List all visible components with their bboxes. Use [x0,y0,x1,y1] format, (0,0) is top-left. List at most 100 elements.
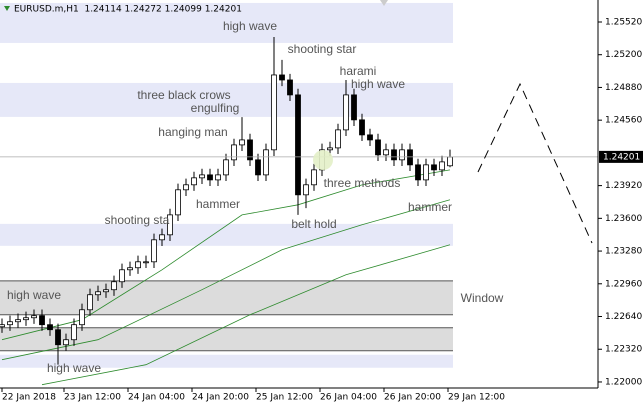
candle-body [335,129,341,149]
annotation: harami [340,64,377,78]
candle-body [239,139,245,146]
annotation: high wave [223,19,277,33]
zone [0,2,453,43]
highlight [313,150,333,170]
candle-body [447,156,453,167]
shift-marker [380,0,388,6]
candle-body [191,177,197,186]
candle-body [311,169,317,186]
candle-body [247,139,253,161]
price-box [599,150,643,163]
annotation: belt hold [291,217,336,231]
candle-body [23,317,29,321]
candle-body [0,324,5,328]
y-tick-label: 1.22640 [605,312,642,322]
candle-body [295,94,301,196]
candle-body [135,261,141,269]
price-label: 1.24201 [603,152,640,162]
zone [0,354,453,368]
candle-body [375,139,381,156]
y-tick-label: 1.22000 [605,377,642,387]
zone [0,327,453,351]
candle-body [95,291,101,296]
zones [0,2,453,368]
candle-body [263,149,269,176]
symbol-icon [4,6,10,11]
candle-body [159,234,165,241]
candle-body [15,319,21,323]
candle-body [423,164,429,181]
annotation: hammer [408,200,452,214]
candle-body [175,189,181,216]
chart-title: EURUSD.m,H1 1.24114 1.24272 1.24099 1.24… [14,5,242,15]
x-tick-label: 24 Jan 04:00 [128,393,185,403]
x-tick-label: 25 Jan 12:00 [256,393,313,403]
annotation: high wave [351,77,405,91]
y-tick-label: 1.22320 [605,345,642,355]
y-tick-label: 1.25200 [605,50,642,60]
candle-body [255,159,261,176]
y-tick-label: 1.24560 [605,116,642,126]
candle-body [39,315,45,326]
candle-body [7,321,13,326]
x-tick-label: 26 Jan 20:00 [384,393,441,403]
candle-body [391,149,397,161]
x-tick-label: 26 Jan 04:00 [320,393,377,403]
annotation: hammer [196,197,240,211]
candle-body [359,119,365,136]
candle-body [199,174,205,179]
candle-body [47,324,53,331]
annotation: high wave [7,288,61,302]
candle-body [399,149,405,161]
y-tick-label: 1.23920 [605,181,642,191]
annotation: shooting star [288,42,357,56]
candle-body [103,289,109,293]
candle-body [183,184,189,191]
candle-body [151,239,157,263]
y-tick-label: 1.24880 [605,83,642,93]
candle-body [63,339,69,346]
y-tick-label: 1.23600 [605,214,642,224]
x-tick-label: 22 Jan 2018 [2,393,56,403]
candle-body [279,74,285,81]
candle-body [271,74,277,151]
candle-body [223,159,229,176]
candle-body [327,147,333,151]
candle-body [215,174,221,181]
candle-body [431,164,437,171]
zone [0,280,453,315]
candle-body [303,184,309,196]
annotation: Window [461,291,504,305]
candle-body [31,315,37,319]
candle-body [343,94,349,131]
y-tick-label: 1.22960 [605,279,642,289]
candle-body [87,294,93,311]
candle-body [287,79,293,96]
candle-body [55,329,61,346]
candle-body [367,134,373,141]
candle-body [383,149,389,156]
annotation: hanging man [158,125,227,139]
zone [0,82,453,117]
candle-body [207,174,213,181]
candle-body [127,267,133,271]
candle-body [143,261,149,264]
x-tick-label: 23 Jan 12:00 [64,393,121,403]
x-tick-label: 24 Jan 20:00 [192,393,249,403]
candle-body [167,214,173,236]
candle-body [79,309,85,326]
annotation: engulfing [191,101,240,115]
candle-body [351,94,357,121]
annotation: three black crows [137,88,230,102]
annotation: three methods [324,176,401,190]
candle-body [119,269,125,283]
annotation: shooting sta [105,213,170,227]
candle-body [407,149,413,166]
projection [477,82,593,244]
y-tick-label: 1.25520 [605,17,642,27]
moving-average [41,244,451,386]
x-tick-label: 29 Jan 12:00 [448,393,505,403]
candle-body [415,164,421,181]
candle-body [71,324,77,341]
